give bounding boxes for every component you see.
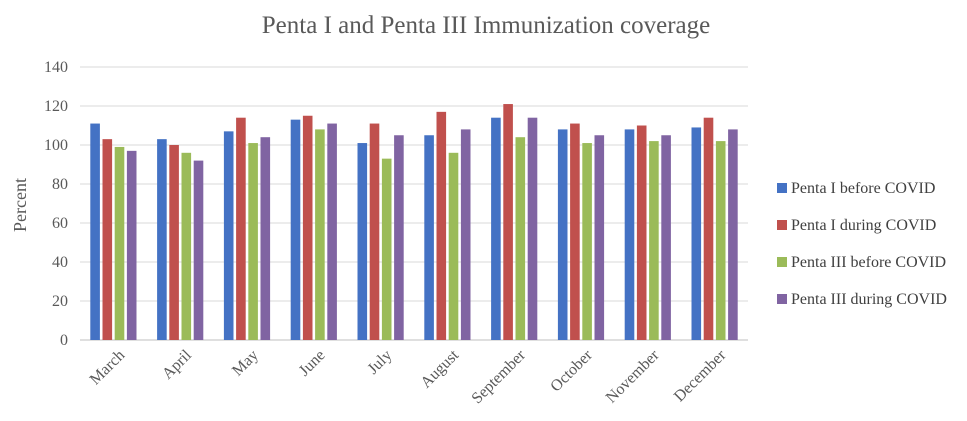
y-tick-label: 120 [44,98,68,115]
bar [691,127,702,340]
x-axis-ticks: March April May June July August September Octo… [87,346,730,407]
x-tick-label: June [296,347,329,380]
x-tick-label: July [365,347,396,378]
bar [102,139,113,340]
legend-swatch [777,220,787,230]
y-tick-label: 80 [52,176,68,193]
legend-label: Penta I before COVID [791,180,935,197]
bar [570,123,580,340]
bar [157,139,167,340]
bar [715,141,726,340]
bar [114,146,125,340]
bars [90,104,738,341]
legend-swatch [777,257,787,267]
bar [126,150,137,340]
legend: Penta I before COVID Penta I during COVID… [777,180,947,308]
legend-label: Penta III during COVID [791,291,947,308]
bar [169,145,179,340]
legend-swatch [777,294,787,304]
x-tick-label: December [671,346,730,405]
bar [260,137,271,340]
bar [357,143,368,340]
bar [90,123,100,340]
bar [527,117,538,340]
bar [223,131,234,340]
legend-label: Penta III before COVID [791,254,946,271]
y-tick-label: 60 [52,215,68,232]
x-tick-label: October [547,346,596,395]
y-tick-label: 40 [52,254,68,271]
bar [448,152,459,340]
gridlines [80,66,748,341]
bar [436,111,447,340]
y-axis-title: Percent [10,178,30,232]
bar [649,141,659,340]
x-tick-label: March [87,347,129,389]
bar [661,135,671,340]
y-tick-label: 140 [44,59,68,76]
x-tick-label: April [159,346,195,382]
bar [636,125,647,340]
bar [582,143,592,340]
bar [302,115,313,340]
bar [594,135,605,340]
chart-title: Penta I and Penta III Immunization cover… [262,12,710,39]
bar [381,158,392,340]
bar [290,119,301,341]
y-axis-ticks: 0 20 40 60 80 100 120 140 [44,59,68,349]
bar [503,104,513,340]
bar [315,129,325,340]
x-tick-label: November [603,346,663,406]
bar [460,129,471,340]
bar [327,123,337,340]
bar [181,152,192,340]
bar [424,135,434,340]
bar [394,135,404,340]
bar [515,137,526,340]
x-tick-label: May [229,347,262,380]
bar [248,143,258,340]
x-tick-label: August [418,346,463,391]
y-tick-label: 0 [60,332,68,349]
bar [728,129,738,340]
bar [491,117,501,340]
y-tick-label: 20 [52,293,68,310]
bar [624,129,635,340]
x-tick-label: September [469,346,530,407]
y-tick-label: 100 [44,137,68,154]
bar [236,117,246,340]
legend-label: Penta I during COVID [791,217,936,234]
legend-swatch [777,183,787,193]
bar [369,123,380,340]
bar [557,129,568,340]
bar [193,160,204,340]
bar [703,117,714,340]
